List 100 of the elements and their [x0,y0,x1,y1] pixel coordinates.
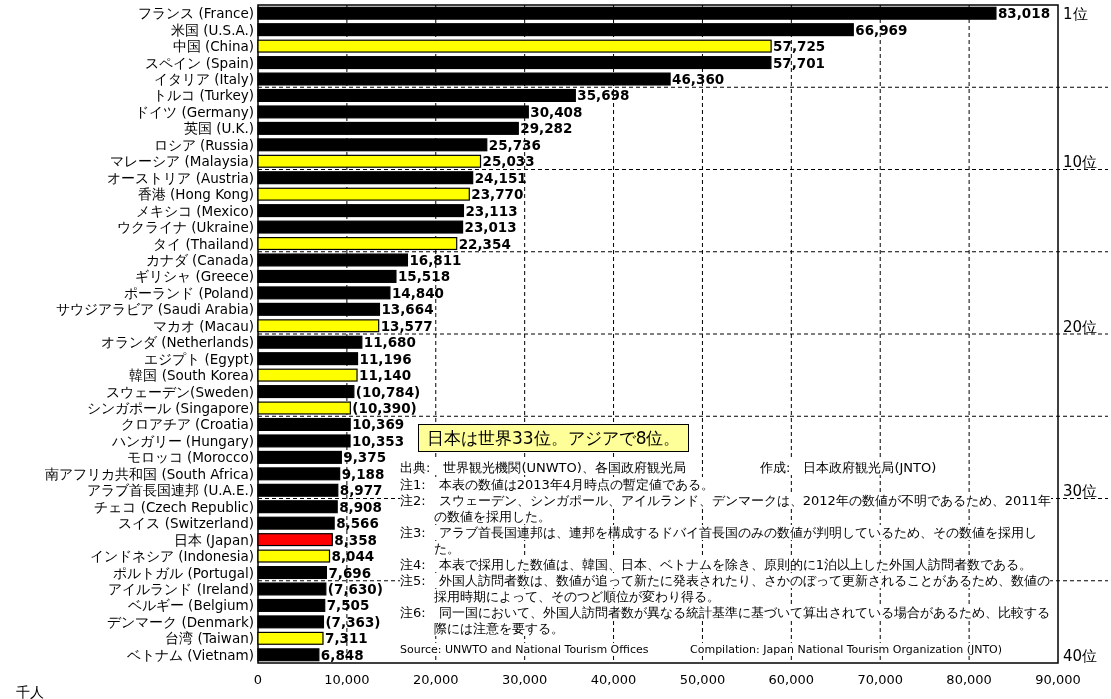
x-axis-title: 千人 [16,684,44,699]
data-label: 35,698 [577,87,630,104]
y-tick-label: 米国 (U.S.A.) [170,21,254,38]
y-tick-label: マレーシア (Malaysia) [110,153,254,170]
x-tick-label: 10,000 [324,672,370,687]
y-tick-label: 南アフリカ共和国 (South Africa) [45,465,254,482]
data-label: 46,360 [672,71,725,88]
annotation: 注3: アラブ首長国連邦は、連邦を構成するドバイ首長国のみの数値が判明しているため、その数値を採用した。 [400,525,1037,556]
y-tick-label: ベルギー (Belgium) [127,597,254,614]
data-label: 8,044 [331,548,375,565]
y-tick-label: 台湾 (Taiwan) [165,630,254,647]
text: 40位 [1063,646,1098,665]
data-label: 25,736 [488,136,541,153]
y-tick-label: ロシア (Russia) [153,136,254,153]
data-label: 15,518 [397,268,451,285]
annotation: 注6: 同一国において、外国人訪問者数が異なる統計基準に基づいて算出されている場合があるため、比較する際には注意を要する。 [400,605,1050,636]
data-label: 9,188 [341,465,385,482]
data-label: 10,369 [352,416,405,433]
x-tick-label: 20,000 [413,672,459,687]
data-label: 8,566 [336,515,379,532]
y-tick-label: エジプト (Egypt) [144,350,254,367]
y-tick-label: クロアチア (Croatia) [120,416,254,433]
y-tick-label: ポルトガル (Portugal) [113,564,254,581]
x-tick-label: 50,000 [679,672,726,687]
data-label: 6,848 [320,646,364,663]
data-label: 13,664 [381,301,434,318]
annotation: 注2: スウェーデン、シンガポール、アイルランド、デンマークは、2012年の数値が不明であるため、2011年の数値を採用した。 [400,493,1051,524]
data-label: 23,770 [471,186,524,203]
y-tick-label: ポーランド (Poland) [124,284,254,301]
annotation: 注4: 本表で採用した数値は、韓国、日本、ベトナムを除き、原則的に1泊以上した外国人訪問者数である。 [400,557,1032,572]
data-label: 7,311 [324,630,368,647]
data-label: 7,696 [328,564,372,581]
y-tick-label: サウジアラビア (Saudi Arabia) [55,301,254,318]
y-tick-label: インドネシア (Indonesia) [89,548,254,565]
data-label: 25,033 [482,153,535,170]
data-label: 24,151 [474,169,527,186]
data-label: 30,408 [530,103,583,120]
annotation: 日本は世界33位。アジアで8位。 [418,424,690,452]
data-label: 8,358 [334,531,377,548]
y-tick-label: スイス (Switzerland) [118,515,254,532]
data-label: (10,784) [355,383,421,400]
y-tick-label: ハンガリー (Hungary) [110,432,254,449]
x-tick-label: 60,000 [768,672,815,687]
y-tick-label: ドイツ (Germany) [135,103,254,120]
y-tick-label: モロッコ (Morocco) [126,449,254,466]
y-tick-label: カナダ (Canada) [145,251,254,268]
y-tick-label: シンガポール (Singapore) [87,400,254,417]
text: 1位 [1063,5,1088,24]
y-tick-label: ギリシャ (Greece) [135,268,254,285]
y-tick-label: デンマーク (Denmark) [107,613,254,630]
y-tick-label: トルコ (Turkey) [153,87,254,104]
data-label: 13,577 [380,317,433,334]
y-tick-label: メキシコ (Mexico) [136,202,254,219]
data-label: 83,018 [997,5,1051,22]
text: 10位 [1063,153,1098,172]
x-tick-label: 70,000 [857,672,903,687]
y-tick-label: スペイン (Spain) [145,54,254,71]
data-label: 23,013 [464,219,517,236]
y-tick-label: イタリア (Italy) [153,71,254,88]
annotation: Source: UNWTO and National Tourism Offices [400,643,649,656]
y-tick-label: 韓国 (South Korea) [129,367,254,384]
x-tick-label: 80,000 [946,672,992,687]
annotation: 注5: 外国人訪問者数は、数値が追って新たに発表されたり、さかのぼって更新されることがあるため、数値の採用時期によって、そのつど順位が変わり得る。 [400,573,1050,604]
y-tick-label: 英国 (U.K.) [183,120,254,137]
y-tick-label: 香港 (Hong Kong) [137,186,254,203]
text: 30位 [1063,482,1098,501]
y-tick-label: オランダ (Netherlands) [100,334,254,351]
y-tick-label: オーストリア (Austria) [107,169,254,186]
x-tick-label: 30,000 [501,672,548,687]
y-tick-label: アイルランド (Ireland) [108,580,254,597]
data-label: 7,505 [326,597,370,614]
y-tick-label: 日本 (Japan) [173,531,254,548]
data-label: 8,908 [339,498,382,515]
data-label: 11,680 [363,334,416,351]
x-tick-label: 40,000 [590,672,637,687]
y-tick-label: チェコ (Czech Republic) [94,498,254,515]
annotation: Compilation: Japan National Tourism Organization (JNTO) [690,643,1003,656]
x-tick-label: 0 [253,672,263,687]
data-label: 11,140 [359,367,412,384]
data-label: 10,353 [352,432,405,449]
y-tick-label: 中国 (China) [172,38,254,55]
y-tick-label: アラブ首長国連邦 (U.A.E.) [86,482,254,499]
y-tick-label: ウクライナ (Ukraine) [117,219,254,236]
x-tick-label: 90,000 [1035,672,1081,687]
y-tick-label: マカオ (Macau) [153,317,254,334]
data-label: 9,375 [343,449,387,466]
data-label: (10,390) [352,400,417,417]
data-label: 23,113 [465,202,518,219]
data-label: 57,725 [773,38,826,55]
data-label: (7,363) [325,613,381,630]
data-label: 29,282 [520,120,573,137]
data-label: 22,354 [458,235,511,252]
data-label: 14,840 [391,284,445,301]
y-tick-label: スウェーデン(Sweden) [106,383,254,400]
data-label: (7,630) [327,580,383,597]
annotation: 作成: 日本政府観光局(JNTO) [760,460,937,475]
data-label: 66,969 [855,21,908,38]
data-label: 16,811 [409,251,462,268]
data-label: 57,701 [772,54,826,71]
y-tick-label: タイ (Thailand) [153,235,254,252]
